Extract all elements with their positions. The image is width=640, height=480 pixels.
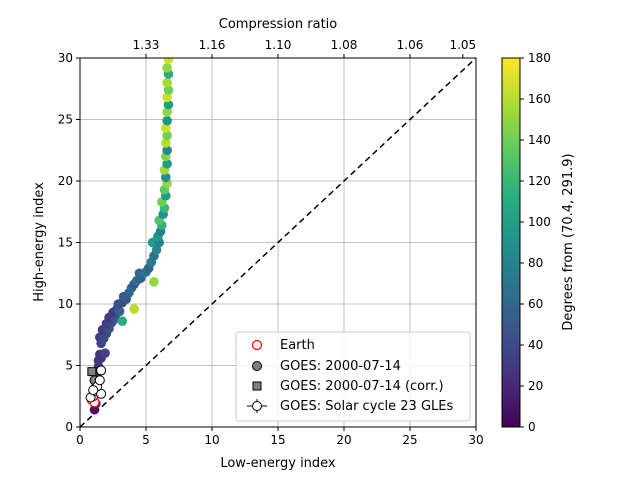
scatter-point	[162, 92, 172, 103]
legend-goes-label: GOES: 2000-07-14	[280, 359, 401, 374]
y-axis-label: High-energy index	[32, 182, 47, 302]
y-tick-label: 10	[58, 297, 73, 311]
scatter-point	[151, 245, 162, 255]
scatter-point	[100, 348, 110, 359]
legend: Earth GOES: 2000-07-14 GOES: 2000-07-14 …	[235, 331, 471, 422]
y-tick-label: 25	[58, 113, 73, 127]
goes-corr-point	[87, 367, 97, 377]
scatter-point	[149, 277, 159, 287]
x-tick-label: 25	[402, 433, 417, 447]
top-tick-label: 1.06	[397, 38, 424, 52]
top-tick-label: 1.05	[449, 38, 476, 52]
colorbar-tick-label: 40	[528, 338, 543, 352]
x-axis-ticks: 0 5 10 15 20 25 30	[76, 427, 484, 447]
scatter-point	[161, 123, 171, 133]
y-tick-label: 30	[58, 51, 73, 65]
scatter-point	[163, 58, 174, 65]
scatter-point	[162, 107, 172, 117]
x-tick-label: 10	[204, 433, 219, 447]
scatter-point	[114, 306, 125, 317]
scatter-point	[162, 145, 172, 156]
colorbar-tick-label: 140	[528, 133, 551, 147]
top-axis-ticks: 1.33 1.16 1.10 1.08 1.06 1.05	[133, 38, 476, 58]
reference-diagonal-line	[79, 57, 477, 428]
legend-box	[235, 331, 471, 422]
y-tick-label: 20	[58, 174, 73, 188]
gle-point	[94, 375, 105, 386]
y-tick-label: 5	[65, 359, 73, 373]
gle-point	[96, 365, 107, 376]
legend-goes-corr-label: GOES: 2000-07-14 (corr.)	[280, 379, 444, 394]
legend-earth-label: Earth	[280, 338, 315, 353]
scatter-point	[161, 172, 171, 183]
x-tick-label: 5	[142, 433, 150, 447]
x-tick-label: 0	[76, 433, 84, 447]
colorbar-tick-label: 0	[528, 420, 536, 434]
colorbar-tick-label: 80	[528, 256, 543, 270]
colorbar-tick-label: 160	[528, 92, 551, 106]
scatter-point	[162, 115, 172, 126]
top-tick-label: 1.10	[265, 38, 292, 52]
y-tick-label: 0	[65, 420, 73, 434]
top-axis-label: Compression ratio	[219, 17, 338, 32]
legend-gles-label: GOES: Solar cycle 23 GLEs	[280, 399, 453, 414]
legend-goes-corr-marker	[252, 381, 262, 391]
scatter-point	[162, 158, 172, 169]
scatter-point	[162, 63, 172, 73]
y-axis-ticks: 0 5 10 15 20 25 30	[58, 51, 80, 434]
x-tick-label: 30	[468, 433, 483, 447]
x-tick-label: 20	[336, 433, 351, 447]
legend-goes-marker	[252, 361, 262, 371]
scatter-point	[161, 138, 171, 148]
colorbar-tick-label: 100	[528, 215, 551, 229]
y-tick-label: 15	[58, 236, 73, 250]
x-tick-label: 15	[270, 433, 285, 447]
scatter-point	[162, 77, 172, 88]
top-tick-label: 1.08	[331, 38, 358, 52]
scatter-point	[163, 85, 174, 95]
colorbar-tick-label: 180	[528, 51, 551, 65]
legend-gles-marker	[252, 401, 262, 411]
gle-point	[88, 385, 99, 396]
colorbar-ticks: 0 20 40 60 80 100 120 140 160 180	[520, 51, 551, 434]
scatter-point	[117, 316, 128, 327]
colorbar-tick-label: 60	[528, 297, 543, 311]
legend-earth-marker	[251, 339, 263, 351]
scatter-point	[163, 99, 174, 110]
colorbar-label: Degrees from (70.4, 291.9)	[561, 153, 576, 330]
x-axis-label: Low-energy index	[220, 456, 336, 471]
scatter-point	[162, 130, 172, 141]
colorbar-tick-label: 120	[528, 174, 551, 188]
colorbar-tick-label: 20	[528, 379, 543, 393]
top-tick-label: 1.33	[133, 38, 160, 52]
top-tick-label: 1.16	[199, 38, 226, 52]
scatter-points	[85, 58, 174, 415]
scatter-point	[129, 304, 139, 314]
colorbar	[501, 57, 521, 428]
